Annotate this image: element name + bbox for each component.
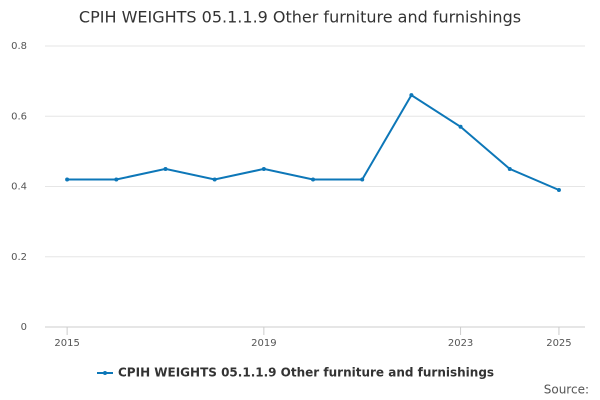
y-tick-label: 0.6: [11, 111, 27, 122]
source: Source:: [544, 383, 589, 397]
data-line: [67, 93, 560, 191]
y-tick-label: 0.4: [11, 182, 27, 193]
data-point: [261, 166, 266, 171]
data-point: [458, 124, 463, 129]
data-point: [409, 93, 414, 98]
x-tick-label: 2023: [448, 338, 473, 349]
data-point: [360, 177, 365, 182]
data-point: [556, 188, 561, 193]
x-tick-label: 2015: [54, 338, 79, 349]
data-point: [212, 177, 217, 182]
data-point: [507, 166, 512, 171]
y-tick-label: 0.2: [11, 252, 27, 263]
chart-title: CPIH WEIGHTS 05.1.1.9 Other furniture an…: [79, 8, 521, 27]
x-tick-label: 2025: [546, 338, 571, 349]
data-point: [114, 177, 119, 182]
data-point: [311, 177, 316, 182]
data-point: [163, 166, 168, 171]
y-tick-label: 0.8: [11, 41, 27, 52]
y-tick-label: 0: [21, 322, 27, 333]
x-tick-label: 2019: [251, 338, 276, 349]
legend-label: CPIH WEIGHTS 05.1.1.9 Other furniture an…: [118, 366, 494, 380]
data-point: [65, 177, 70, 182]
legend-marker: [103, 371, 107, 375]
